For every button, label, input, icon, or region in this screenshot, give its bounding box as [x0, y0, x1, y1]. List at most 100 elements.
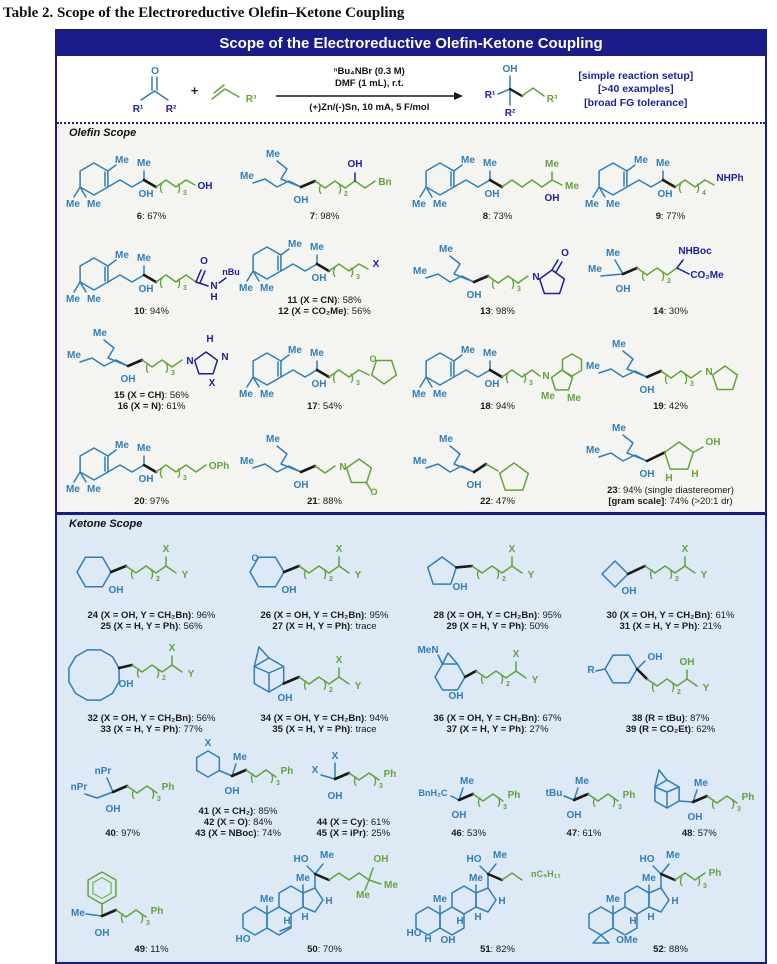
svg-text:OH: OH [119, 679, 134, 690]
svg-text:Me: Me [612, 339, 626, 350]
svg-text:OH: OH [312, 379, 327, 390]
svg-text:4: 4 [702, 190, 706, 197]
svg-text:NHPh: NHPh [716, 173, 743, 184]
svg-text:N: N [210, 281, 217, 292]
compound-structure: R OH () 2 OH Y [587, 652, 709, 696]
svg-text:Me: Me [137, 158, 151, 169]
compound-structure: Me Me OH () 3 N [586, 339, 739, 396]
figure-header-title: Scope of the Electroreductive Olefin-Ket… [57, 31, 765, 58]
svg-text:Y: Y [355, 681, 362, 692]
svg-text:HO: HO [293, 854, 308, 865]
svg-text:(: ( [664, 374, 668, 385]
svg-text:NHBoc: NHBoc [678, 246, 712, 257]
svg-text:X: X [332, 751, 339, 762]
compound-cell: Me Me OH () 2 NHBoc CO₂Me 14: 30% [584, 234, 757, 318]
svg-text:H: H [498, 896, 505, 907]
svg-text:3: 3 [690, 381, 694, 388]
svg-text:Me: Me [412, 199, 426, 210]
compound-structure: Me Me Me Me OH Me Me OH [412, 155, 579, 210]
compound-caption: 9: 77% [655, 211, 686, 222]
svg-text:HO: HO [639, 854, 654, 865]
compound-caption: 7: 98% [309, 211, 340, 222]
svg-text:Me: Me [260, 389, 274, 400]
svg-text:3: 3 [183, 190, 187, 197]
section-olefin: Olefin Scope Me Me Me Me OH() 3 OH 6: 67% Me Me OH(… [57, 124, 765, 513]
compound-cell: Me Me OH OH H H 23: 94% (single diastereomer)[… [584, 413, 757, 508]
svg-text:H: H [629, 916, 636, 927]
svg-text:2: 2 [156, 576, 160, 583]
svg-text:2: 2 [677, 689, 681, 696]
compound-structure: OH() 2XY [601, 544, 708, 597]
svg-text:3: 3 [703, 883, 707, 890]
svg-text:(: ( [332, 373, 336, 384]
svg-text:X: X [336, 655, 343, 666]
compound-caption: 21: 88% [307, 496, 342, 508]
compound-structure: X X OH () 3Ph [312, 751, 397, 802]
compound-structure: Me Me Me Me OH () 3 OPh [66, 440, 229, 495]
svg-text:Me: Me [67, 350, 81, 361]
compound-caption: 14: 30% [653, 306, 688, 318]
svg-text:N: N [542, 371, 549, 382]
svg-text:HO: HO [406, 928, 421, 939]
svg-text:Me: Me [87, 199, 101, 210]
svg-text:): ) [732, 799, 735, 810]
svg-text:BnH₂C: BnH₂C [418, 788, 447, 798]
compound-caption: 17: 54% [307, 401, 342, 413]
svg-text:X: X [682, 544, 689, 555]
svg-text:(: ( [651, 682, 655, 693]
ketone-substrate-structure: O R¹ R² [132, 66, 176, 115]
compound-caption: 6: 67% [136, 211, 167, 222]
reaction-arrow-icon [276, 91, 464, 100]
svg-text:N: N [221, 352, 228, 363]
compound-caption: 46: 53% [451, 828, 487, 840]
svg-text:(: ( [477, 797, 481, 808]
compound-cell: Me Me OH () 3 N 19: 42% [584, 329, 757, 413]
compound-caption: 44 (X = Cy): 61% 45 (X = iPr): 25% [316, 817, 391, 840]
svg-text:(: ( [303, 569, 307, 580]
compound-caption: 22: 47% [480, 496, 515, 508]
svg-text:): ) [150, 569, 153, 580]
svg-text:3: 3 [618, 804, 622, 811]
svg-text:OH: OH [440, 935, 455, 946]
compound-cell: X X OH () 3 Ph 44 (X = Cy): 61% 45 (X = iPr): 2… [296, 747, 411, 840]
scope-sections: Olefin Scope Me Me Me Me OH() 3 OH 6: 67% Me Me OH(… [57, 124, 765, 963]
svg-text:Me: Me [642, 873, 656, 884]
svg-text:Me: Me [296, 873, 310, 884]
svg-text:Me: Me [233, 752, 247, 763]
svg-text:): ) [671, 682, 674, 693]
svg-text:Me: Me [412, 389, 426, 400]
svg-text:2: 2 [162, 675, 166, 682]
compound-caption: 11 (X = CN): 58% 12 (X = CO₂Me): 56% [278, 295, 371, 318]
compound-cell: Me Me Me Me OH () 3 OPh 20: 97% [65, 424, 238, 508]
svg-text:Me: Me [310, 348, 324, 359]
compound-caption: 30 (X = OH, Y = CH₂Bn): 61% 31 (X = H, Y … [606, 610, 735, 633]
compound-cell: Me Me OH() 3 N H N X 15 (X = CH): 56% 16 (X = N):… [65, 318, 238, 413]
svg-text:Me: Me [606, 894, 620, 905]
svg-text:Me: Me [588, 264, 602, 275]
compound-structure: OH() 2XY [68, 643, 195, 701]
svg-text:(: ( [145, 363, 149, 374]
svg-text:Me: Me [260, 894, 274, 905]
compound-cell: Me Me Me Me OH () 3 O 17: 54% [238, 329, 411, 413]
compound-cell: Me Me Me Me OH () 4 NHPh 9: 77% [584, 139, 757, 223]
svg-text:3: 3 [356, 380, 360, 387]
svg-text:): ) [612, 797, 615, 808]
svg-text:(: ( [679, 876, 683, 887]
table-caption: Table 2. Scope of the Electroreductive O… [3, 5, 405, 21]
svg-text:OH: OH [139, 189, 154, 200]
svg-text:): ) [523, 373, 526, 384]
svg-text:): ) [497, 797, 500, 808]
svg-text:OH: OH [328, 791, 343, 802]
svg-text:N: N [532, 272, 539, 283]
svg-text:Me: Me [93, 328, 107, 339]
compound-cell: Me Me OH N O 21: 88% [238, 424, 411, 508]
svg-text:Ph: Ph [708, 868, 721, 879]
compound-caption: 52: 88% [653, 944, 688, 956]
svg-text:H: H [665, 473, 672, 484]
svg-text:R³: R³ [547, 94, 558, 105]
svg-text:Y: Y [528, 570, 535, 581]
